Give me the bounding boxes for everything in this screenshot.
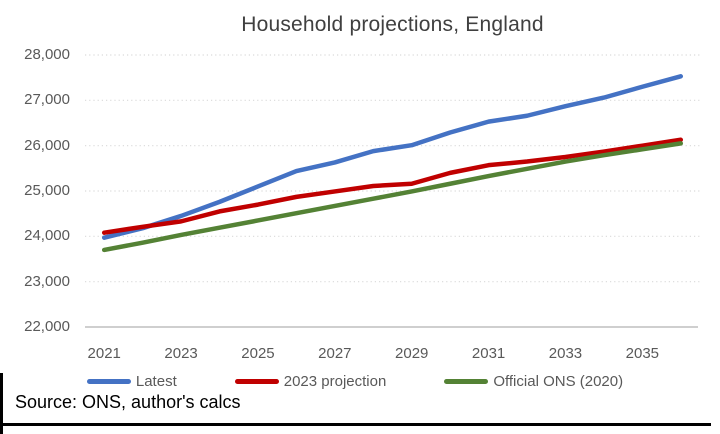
- x-axis-tick-label: 2021: [87, 345, 121, 362]
- x-axis-tick-label: 2033: [548, 345, 583, 362]
- legend-marker-official-ons-icon: [444, 378, 489, 384]
- y-axis-tick-label: 25,000: [24, 182, 70, 199]
- legend-item-2023-projection: 2023 projection: [234, 372, 387, 390]
- y-axis-tick-label: 24,000: [24, 227, 70, 245]
- y-axis-tick-label: 28,000: [24, 46, 70, 63]
- chart-legend: Latest 2023 projection Official ONS (202…: [0, 371, 710, 391]
- legend-marker-2023-projection-icon: [234, 378, 279, 384]
- x-axis-tick-label: 2031: [471, 345, 506, 362]
- x-axis-tick-label: 2035: [625, 345, 660, 362]
- x-axis-tick-label: 2027: [318, 345, 352, 362]
- series-line-official-ons-2020-: [101, 141, 684, 253]
- legend-label-2023-projection: 2023 projection: [283, 372, 387, 390]
- bottom-border-line: [0, 423, 711, 426]
- chart-title: Household projections, England: [241, 13, 544, 36]
- legend-item-latest: Latest: [86, 372, 177, 390]
- series-line-2023-projection: [101, 137, 684, 235]
- left-border-line: [0, 373, 3, 434]
- series-line-latest: [101, 74, 684, 240]
- source-note: Source: ONS, author's calcs: [15, 392, 241, 412]
- x-axis-tick-label: 2023: [164, 345, 198, 362]
- legend-label-latest: Latest: [135, 372, 177, 390]
- x-axis-tick-label: 2029: [395, 345, 429, 362]
- y-axis-tick-label: 26,000: [24, 136, 70, 154]
- x-axis-tick-label: 2025: [241, 345, 275, 362]
- y-axis-tick-label: 23,000: [24, 272, 70, 290]
- legend-marker-latest-icon: [86, 378, 131, 384]
- legend-item-official-ons: Official ONS (2020): [444, 373, 623, 390]
- legend-label-official-ons: Official ONS (2020): [493, 372, 624, 390]
- y-axis-tick-label: 22,000: [24, 318, 70, 335]
- y-axis-tick-label: 27,000: [24, 91, 70, 109]
